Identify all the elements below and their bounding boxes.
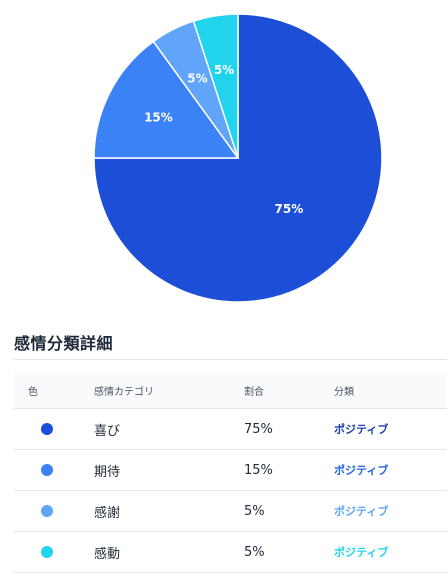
- divider: [14, 359, 447, 360]
- table-row: 感謝 5% ポジティブ: [14, 490, 447, 532]
- color-dot: [41, 464, 53, 476]
- table-row: 喜び 75% ポジティブ: [14, 408, 447, 450]
- header-classification: 分類: [334, 372, 447, 409]
- category-cell: 喜び: [94, 408, 244, 450]
- emotion-detail-table: 色 感情カテゴリ 割合 分類 喜び 75% ポジティブ 期待 15% ポジティブ…: [14, 372, 447, 573]
- color-dot: [41, 423, 53, 435]
- ratio-cell: 15%: [244, 449, 334, 491]
- pie-slice: [192, 13, 239, 159]
- pie-slice-label: 5%: [214, 63, 234, 77]
- section-title: 感情分類詳細: [14, 334, 114, 353]
- pie-slice-label: 5%: [187, 71, 207, 85]
- category-cell: 感動: [94, 531, 244, 573]
- classification-label: ポジティブ: [334, 546, 389, 559]
- ratio-cell: 5%: [244, 531, 334, 573]
- ratio-cell: 5%: [244, 490, 334, 532]
- ratio-cell: 75%: [244, 408, 334, 450]
- emotion-pie-chart: 75% 15% 5% 5%: [93, 13, 383, 303]
- pie-slices: [93, 13, 383, 303]
- header-ratio: 割合: [244, 372, 334, 409]
- header-color: 色: [14, 372, 94, 409]
- category-cell: 感謝: [94, 490, 244, 532]
- pie-slice-labels: 75% 15% 5% 5%: [144, 63, 303, 216]
- category-cell: 期待: [94, 449, 244, 491]
- color-dot: [41, 546, 53, 558]
- table-row: 感動 5% ポジティブ: [14, 531, 447, 573]
- table-header-row: 色 感情カテゴリ 割合 分類: [14, 372, 447, 409]
- table-row: 期待 15% ポジティブ: [14, 449, 447, 491]
- classification-label: ポジティブ: [334, 464, 389, 477]
- classification-label: ポジティブ: [334, 505, 389, 518]
- classification-label: ポジティブ: [334, 423, 389, 436]
- pie-slice-label: 15%: [144, 110, 173, 124]
- color-dot: [41, 505, 53, 517]
- pie-slice: [93, 13, 383, 303]
- pie-slice: [93, 40, 240, 159]
- pie-slice-label: 75%: [275, 202, 304, 216]
- header-category: 感情カテゴリ: [94, 372, 244, 409]
